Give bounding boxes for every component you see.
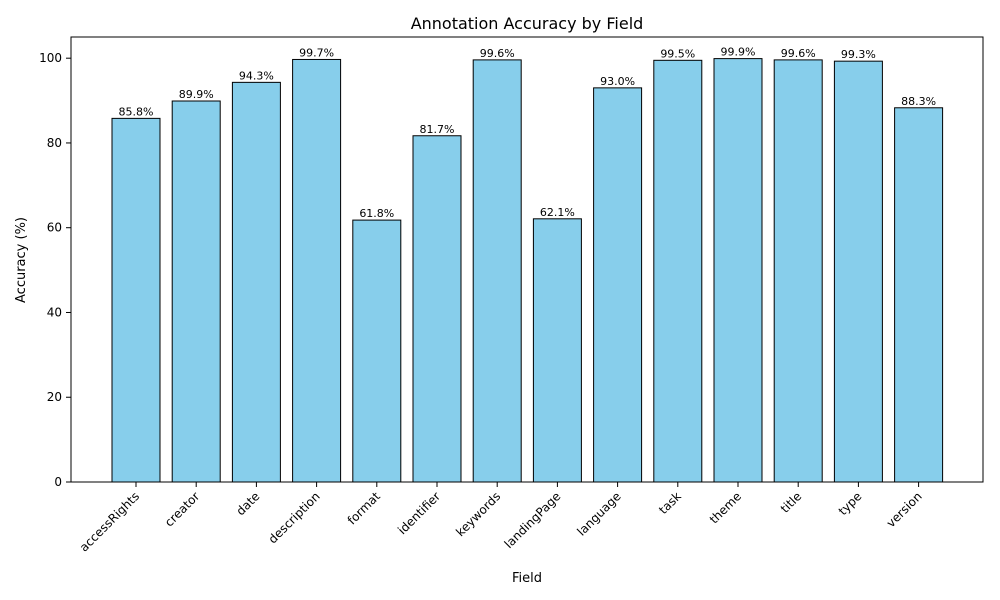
bar-accessRights <box>111 117 161 483</box>
plot-frame <box>70 36 984 483</box>
bar-task <box>653 59 703 483</box>
x-tick-label-version: version <box>884 489 925 530</box>
data-label-title: 99.6% <box>781 47 816 60</box>
data-label-language: 93.0% <box>600 75 635 88</box>
data-label-task: 99.5% <box>660 47 695 60</box>
x-tick-label-keywords: keywords <box>453 489 503 539</box>
y-tick-label-100: 100 <box>39 51 62 65</box>
bar-landingPage <box>532 218 582 483</box>
bar-type <box>833 60 883 483</box>
bar-format <box>352 219 402 483</box>
x-tick-label-identifier: identifier <box>395 489 443 537</box>
value-labels-group: 85.8% 89.9% 94.3% 99.7% 61.8% 81.7% 99.6% 62.1%… <box>119 46 937 220</box>
bar-keywords <box>472 59 522 483</box>
data-label-type: 99.3% <box>841 48 876 61</box>
data-label-landingPage: 62.1% <box>540 206 575 219</box>
data-label-format: 61.8% <box>359 207 394 220</box>
y-tick-label-60: 60 <box>47 221 62 235</box>
x-tick-label-theme: theme <box>707 489 744 526</box>
data-label-creator: 89.9% <box>179 88 214 101</box>
data-label-theme: 99.9% <box>721 46 756 59</box>
x-tick-label-format: format <box>345 489 383 527</box>
x-axis: accessRights creator date description format… <box>77 482 925 554</box>
data-label-description: 99.7% <box>299 46 334 59</box>
bar-version <box>894 107 944 483</box>
bar-date <box>231 81 281 483</box>
y-axis: 0 20 40 60 80 100 <box>39 51 71 489</box>
chart-title: Annotation Accuracy by Field <box>411 14 644 33</box>
x-tick-label-type: type <box>836 489 865 518</box>
x-tick-label-language: language <box>574 489 623 538</box>
data-label-accessRights: 85.8% <box>119 105 154 118</box>
x-axis-label: Field <box>512 571 542 586</box>
x-tick-label-date: date <box>233 489 262 518</box>
bar-identifier <box>412 135 462 483</box>
y-tick-label-0: 0 <box>54 475 62 489</box>
bar-description <box>292 58 342 483</box>
data-label-date: 94.3% <box>239 69 274 82</box>
data-label-version: 88.3% <box>901 95 936 108</box>
y-tick-label-20: 20 <box>47 390 62 404</box>
bar-creator <box>171 100 221 483</box>
bar-theme <box>713 58 763 483</box>
x-tick-label-accessRights: accessRights <box>77 489 142 554</box>
y-tick-label-80: 80 <box>47 136 62 150</box>
x-tick-label-description: description <box>266 489 323 546</box>
bar-title <box>773 59 823 483</box>
bars-group <box>111 58 944 483</box>
x-tick-label-task: task <box>656 489 684 517</box>
x-tick-label-title: title <box>778 489 804 515</box>
y-tick-label-40: 40 <box>47 305 62 319</box>
y-axis-label: Accuracy (%) <box>14 217 29 303</box>
x-tick-label-creator: creator <box>162 489 202 529</box>
data-label-identifier: 81.7% <box>420 123 455 136</box>
bar-language <box>593 87 643 483</box>
data-label-keywords: 99.6% <box>480 47 515 60</box>
x-tick-label-landingPage: landingPage <box>502 489 564 551</box>
